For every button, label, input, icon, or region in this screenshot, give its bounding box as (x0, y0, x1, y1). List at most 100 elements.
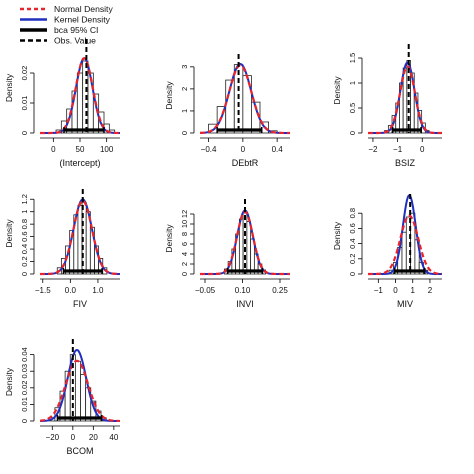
histogram-bar (80, 374, 87, 422)
y-tick-label: 10 (180, 220, 189, 228)
y-tick-label: 0.4 (348, 238, 357, 248)
x-tick-label: −2 (368, 145, 378, 154)
legend-box (14, 3, 142, 47)
y-axis-label: Density (164, 81, 174, 110)
x-tick-label: 0.4 (272, 145, 284, 154)
x-tick-label: 0 (71, 433, 76, 442)
x-tick-label: 40 (109, 433, 118, 442)
normal-density-curve (368, 65, 442, 135)
y-tick-label: 3 (180, 65, 189, 69)
y-tick-label: 0 (180, 272, 189, 276)
y-tick-label: 4 (180, 252, 189, 256)
y-tick-label: 0 (20, 419, 29, 423)
y-tick-label: 12 (180, 210, 189, 218)
y-axis-label: Density (4, 367, 14, 396)
normal-density-curve (368, 214, 443, 276)
y-tick-label: 0.01 (20, 96, 29, 111)
y-tick-label: 2 (180, 262, 189, 266)
panel-debtr: −0.4 0 0.4 0 1 2 3 DEbtR Density (164, 54, 290, 168)
y-tick-label: 0.6 (348, 223, 357, 233)
y-tick-label: 6 (180, 242, 189, 246)
y-tick-label: 1 (180, 109, 189, 113)
x-axis-label: INVI (236, 299, 254, 309)
histogram-bar (74, 360, 81, 422)
x-tick-label: 0.0 (65, 286, 77, 295)
y-tick-label: 0 (180, 131, 189, 135)
x-axis-label: (Intercept) (59, 158, 100, 168)
histogram-bar (76, 72, 84, 134)
legend-label: bca 95% CI (54, 25, 98, 35)
legend-entry: Obs. Value (20, 36, 96, 46)
histogram-bar (77, 205, 83, 275)
y-tick-label: 0.02 (20, 66, 29, 81)
histogram-bar (246, 221, 252, 275)
x-axis-label: BCOM (67, 446, 94, 456)
y-tick-label: 0.8 (20, 219, 29, 229)
normal-density-curve (40, 57, 121, 135)
x-tick-label: 0 (420, 145, 425, 154)
panel-bcom: −20 0 20 40 0 0.010.02 0.03 0.04 BCOM Density (4, 339, 121, 456)
y-axis-label: Density (4, 219, 14, 248)
y-tick-label: 0.2 (348, 254, 357, 264)
y-tick-label: 0 (348, 131, 357, 135)
x-tick-label: 0.10 (235, 286, 251, 295)
x-axis-label: FIV (73, 299, 87, 309)
y-tick-label: 1 (348, 81, 357, 85)
legend-entry: Kernel Density (20, 15, 111, 25)
x-tick-label: 100 (100, 145, 114, 154)
kernel-density-curve (39, 348, 120, 422)
y-tick-label: 2 (180, 87, 189, 91)
y-axis-label: Density (332, 221, 342, 250)
y-tick-label: 0.6 (20, 231, 29, 241)
panel-miv: −1 0 1 2 0 0.2 0.4 0.6 0.8 MIV Density (332, 194, 443, 309)
y-tick-label: 0.02 (20, 381, 29, 396)
legend-entry: Normal Density (20, 4, 113, 14)
y-tick-label: 1 (20, 210, 29, 214)
x-tick-label: 1.0 (92, 286, 104, 295)
y-tick-label: 0 (20, 272, 29, 276)
x-tick-label: 50 (76, 145, 85, 154)
x-tick-label: 2 (428, 286, 433, 295)
x-axis-label: BSIZ (395, 158, 416, 168)
x-axis-label: DEbtR (232, 158, 259, 168)
panel-intercept: 0 50 100 0 0.01 0.02 (Intercept) Density (4, 39, 121, 168)
histogram-bar (401, 231, 407, 275)
panel-bsiz: −2 −1 0 0 0.5 1 1.5 BSIZ Density (332, 44, 442, 168)
y-tick-label: 1.5 (348, 53, 357, 63)
y-tick-label: 0.8 (348, 208, 357, 218)
normal-density-curve (199, 64, 290, 135)
legend-entry: bca 95% CI (20, 25, 98, 35)
x-tick-label: −1 (374, 286, 384, 295)
x-axis-label: MIV (397, 299, 413, 309)
y-tick-label: 1.2 (20, 194, 29, 204)
y-axis-label: Density (164, 224, 174, 253)
x-tick-label: −0.05 (195, 286, 216, 295)
y-tick-label: 0.5 (348, 103, 357, 113)
y-tick-label: 0.04 (20, 347, 29, 362)
x-tick-label: −1 (393, 145, 403, 154)
y-axis-label: Density (332, 76, 342, 105)
legend-label: Normal Density (54, 4, 113, 14)
y-tick-label: 8 (180, 232, 189, 236)
legend-label: Obs. Value (54, 36, 96, 46)
normal-density-curve (40, 199, 121, 276)
y-tick-label: 0 (348, 272, 357, 276)
x-tick-label: 0.25 (272, 286, 288, 295)
panel-fiv: −1.5 0.0 1.0 0 0.2 0.4 0.6 0.8 1 1.2 FIV Density (4, 189, 121, 309)
x-tick-label: 0 (51, 145, 56, 154)
x-tick-label: 0 (241, 145, 246, 154)
y-tick-label: 0 (20, 131, 29, 135)
x-tick-label: −0.4 (201, 145, 217, 154)
x-tick-label: 20 (89, 433, 98, 442)
legend-label: Kernel Density (54, 15, 111, 25)
x-tick-label: 0 (393, 286, 398, 295)
y-tick-label: 0.01 (20, 397, 29, 412)
y-tick-label: 0.2 (20, 256, 29, 266)
x-tick-label: 1 (411, 286, 416, 295)
y-tick-label: 0.03 (20, 364, 29, 379)
panel-invi: −0.05 0.10 0.25 0 2 4 6 8 10 12 INVI Density (164, 199, 290, 309)
y-axis-label: Density (4, 73, 14, 102)
